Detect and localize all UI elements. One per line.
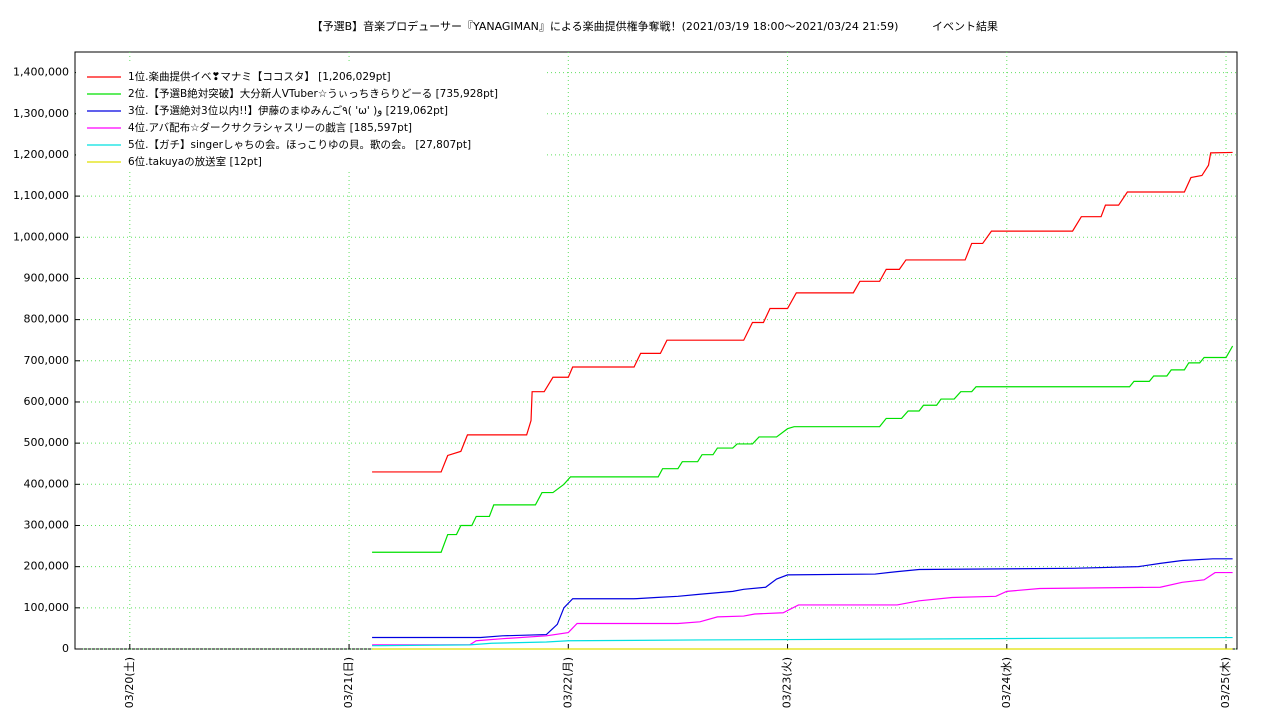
legend-box: [76, 61, 546, 172]
x-tick-label: 03/23(火): [781, 657, 794, 708]
legend-label: 3位.【予選絶対3位以内!!】伊藤のまゆみんご٩( 'ω' )و [219,06…: [128, 104, 448, 117]
x-tick-label: 03/24(水): [1000, 657, 1013, 708]
y-tick-label: 100,000: [24, 601, 70, 614]
y-tick-label: 600,000: [24, 395, 70, 408]
legend-label: 4位.アバ配布☆ダークサクラシャスリーの戯言 [185,597pt]: [128, 121, 412, 134]
y-tick-label: 900,000: [24, 271, 70, 284]
chart-subtitle: イベント結果: [932, 19, 998, 33]
y-tick-label: 300,000: [24, 518, 70, 531]
y-tick-label: 1,000,000: [13, 230, 69, 243]
y-tick-label: 400,000: [24, 477, 70, 490]
y-tick-label: 1,100,000: [13, 189, 69, 202]
y-tick-label: 200,000: [24, 560, 70, 573]
series-line: [372, 571, 1233, 646]
y-tick-label: 500,000: [24, 436, 70, 449]
y-tick-label: 800,000: [24, 313, 70, 326]
y-tick-label: 0: [62, 642, 69, 655]
series-line: [372, 345, 1234, 553]
x-tick-label: 03/21(日): [342, 657, 355, 708]
y-tick-label: 1,400,000: [13, 66, 69, 79]
y-tick-label: 1,200,000: [13, 148, 69, 161]
y-tick-label: 1,300,000: [13, 107, 69, 120]
series-line: [372, 558, 1233, 639]
legend-label: 2位.【予選B絶対突破】大分新人VTuber☆うぃっちきらりどーる [735,9…: [128, 87, 498, 100]
x-tick-label: 03/25(木): [1219, 657, 1232, 708]
series-line: [372, 151, 1233, 473]
x-tick-label: 03/20(土): [123, 657, 136, 708]
legend-label: 6位.takuyaの放送室 [12pt]: [128, 155, 262, 168]
series-line: [372, 636, 1233, 647]
chart-title: 【予選B】音楽プロデューサー『YANAGIMAN』による楽曲提供権争奪戦！(20…: [312, 19, 899, 33]
x-tick-label: 03/22(月): [561, 657, 574, 708]
legend-label: 5位.【ガチ】singerしゃちの会。ほっこりゆの貝。歌の会。 [27,807p…: [128, 138, 471, 151]
legend-label: 1位.楽曲提供イベ❣マナミ【ココスタ】 [1,206,029pt]: [128, 70, 391, 83]
y-tick-label: 700,000: [24, 354, 70, 367]
